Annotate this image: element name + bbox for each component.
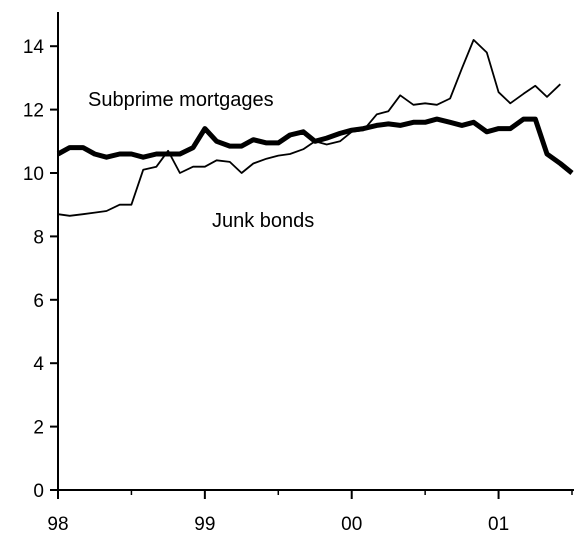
x-tick-label: 98 <box>47 514 68 535</box>
series-layer <box>56 39 574 217</box>
annotation-junk-bonds: Junk bonds <box>212 210 314 232</box>
y-tick-label: 6 <box>33 291 44 312</box>
y-tick-label: 12 <box>23 101 44 122</box>
y-tick-label: 2 <box>33 418 44 439</box>
annotation-subprime-mortgages: Subprime mortgages <box>88 89 274 111</box>
annotations: Subprime mortgages Junk bonds <box>88 89 314 232</box>
subprime-mortgages-line <box>56 116 574 175</box>
junk-bonds-line <box>57 39 561 217</box>
x-tick-label: 00 <box>341 514 362 535</box>
plot-area: 0 2 4 6 8 10 12 14 98 99 00 01 Subprime mortgages … <box>23 12 574 535</box>
y-tick-label: 4 <box>33 354 44 375</box>
y-tick-label: 10 <box>23 164 44 185</box>
y-tick-label: 0 <box>33 481 44 502</box>
x-tick-label: 99 <box>194 514 215 535</box>
y-tick-label: 8 <box>33 227 44 248</box>
x-tick-label: 01 <box>488 514 509 535</box>
y-axis-ticks: 0 2 4 6 8 10 12 14 <box>23 37 58 502</box>
y-tick-label: 14 <box>23 37 45 58</box>
x-axis-ticks: 98 99 00 01 <box>47 490 573 535</box>
